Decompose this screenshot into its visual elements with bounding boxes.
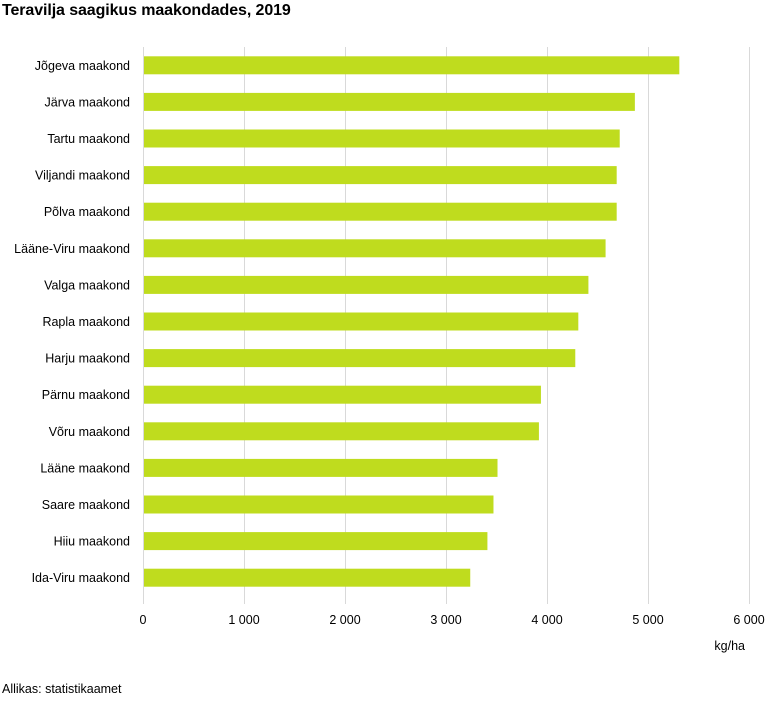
category-label: Hiiu maakond	[54, 535, 130, 549]
bar	[144, 129, 620, 148]
x-tick-label: 0	[140, 613, 147, 627]
category-label: Viljandi maakond	[35, 169, 130, 183]
category-label: Järva maakond	[45, 95, 131, 109]
category-label: Lääne-Viru maakond	[14, 242, 130, 256]
category-label: Põlva maakond	[44, 205, 130, 219]
bars	[144, 56, 680, 587]
category-label: Rapla maakond	[42, 315, 130, 329]
category-label: Võru maakond	[49, 425, 130, 439]
category-label: Tartu maakond	[47, 132, 130, 146]
bar	[144, 56, 680, 75]
bar	[144, 166, 617, 185]
x-axis-unit: kg/ha	[714, 639, 745, 653]
x-tick-label: 6 000	[733, 613, 764, 627]
bar	[144, 568, 471, 587]
bar	[144, 532, 488, 551]
category-label: Pärnu maakond	[42, 388, 130, 402]
x-tick-label: 2 000	[329, 613, 360, 627]
bar	[144, 385, 541, 404]
chart-title: Teravilja saagikus maakondades, 2019	[2, 2, 291, 19]
x-tick-label: 5 000	[632, 613, 663, 627]
bar	[144, 312, 579, 331]
bar	[144, 275, 589, 294]
x-tick-label: 1 000	[228, 613, 259, 627]
bar	[144, 422, 539, 441]
category-label: Harju maakond	[45, 352, 130, 366]
source-note: Allikas: statistikaamet	[2, 682, 122, 696]
category-label: Valga maakond	[44, 278, 130, 292]
bar	[144, 495, 494, 514]
x-tick-label: 3 000	[430, 613, 461, 627]
category-label: Ida-Viru maakond	[32, 571, 130, 585]
category-label: Lääne maakond	[40, 461, 130, 475]
x-tick-labels: 0 1 000 2 000 3 000 4 000 5 000 6 000	[140, 613, 765, 627]
category-label: Saare maakond	[42, 498, 130, 512]
bar	[144, 458, 498, 477]
bar	[144, 349, 576, 368]
category-labels: Jõgeva maakond Järva maakond Tartu maakond…	[14, 59, 130, 585]
bar	[144, 92, 635, 111]
x-tick-label: 4 000	[531, 613, 562, 627]
category-label: Jõgeva maakond	[35, 59, 130, 73]
bar	[144, 239, 606, 258]
bar	[144, 202, 617, 221]
